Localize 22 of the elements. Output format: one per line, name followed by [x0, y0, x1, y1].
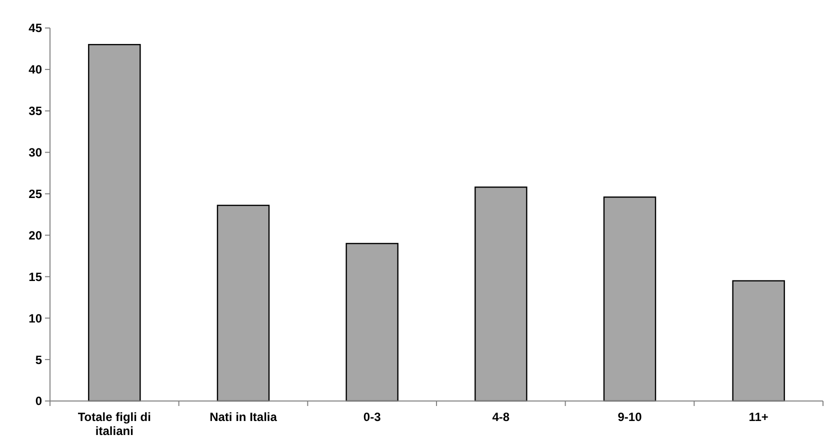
y-tick-label: 40	[28, 62, 42, 77]
x-tick-label: 11+	[748, 410, 768, 424]
bar	[603, 196, 656, 402]
x-tick-label: 9-10	[618, 410, 642, 424]
y-tick-label: 25	[28, 186, 42, 201]
y-tick-label: 5	[35, 352, 42, 367]
x-tick-label: 0-3	[363, 410, 382, 424]
y-tick-label: 30	[28, 146, 42, 160]
bar	[88, 44, 141, 402]
bar	[474, 186, 528, 402]
y-tick-label: 45	[28, 21, 42, 36]
x-tick-label: Nati in Italia	[210, 410, 278, 424]
y-tick-label: 20	[28, 228, 42, 242]
y-tick-label: 35	[28, 104, 42, 118]
x-tick-label: Totale figli di italiani	[78, 410, 151, 438]
x-tick-label: 4-8	[492, 410, 510, 424]
bar	[346, 242, 398, 402]
y-tick-label: 0	[35, 394, 42, 408]
bar	[732, 280, 785, 402]
bar	[216, 204, 270, 402]
y-tick-label: 15	[28, 270, 42, 284]
y-tick-label: 10	[28, 311, 42, 326]
